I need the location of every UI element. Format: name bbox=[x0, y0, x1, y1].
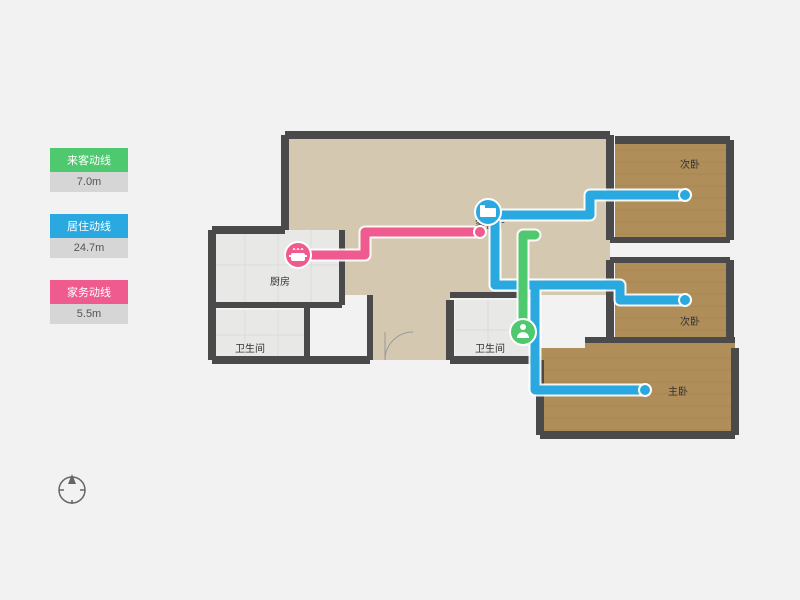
legend-value: 5.5m bbox=[50, 304, 128, 324]
floor-hall bbox=[370, 295, 450, 360]
legend-label: 居住动线 bbox=[50, 214, 128, 238]
pot-icon bbox=[285, 242, 311, 268]
person-icon bbox=[510, 319, 536, 345]
room-label-master: 主卧 bbox=[668, 385, 688, 398]
legend: 来客动线 7.0m 居住动线 24.7m 家务动线 5.5m bbox=[50, 148, 128, 346]
compass-icon bbox=[54, 470, 90, 506]
legend-item-living: 居住动线 24.7m bbox=[50, 214, 128, 258]
floorplan-svg: 次卧 次卧 主卧 客餐厅 厨房 卫生间 卫生间 bbox=[190, 100, 740, 440]
room-label-bath1: 卫生间 bbox=[235, 342, 265, 355]
legend-value: 7.0m bbox=[50, 172, 128, 192]
endpoint-household bbox=[474, 226, 486, 238]
legend-label: 家务动线 bbox=[50, 280, 128, 304]
endpoint-living bbox=[639, 384, 651, 396]
room-label-bath2: 卫生间 bbox=[475, 342, 505, 355]
room-label-bedroom2: 次卧 bbox=[680, 315, 700, 328]
legend-label: 来客动线 bbox=[50, 148, 128, 172]
endpoint-living bbox=[679, 294, 691, 306]
floorplan: 次卧 次卧 主卧 客餐厅 厨房 卫生间 卫生间 bbox=[190, 100, 740, 440]
legend-item-guest: 来客动线 7.0m bbox=[50, 148, 128, 192]
legend-value: 24.7m bbox=[50, 238, 128, 258]
bed-icon bbox=[475, 199, 501, 225]
floor-kitchen bbox=[212, 230, 342, 305]
room-label-kitchen: 厨房 bbox=[270, 275, 290, 288]
legend-item-household: 家务动线 5.5m bbox=[50, 280, 128, 324]
endpoint-living bbox=[679, 189, 691, 201]
room-label-bedroom1: 次卧 bbox=[680, 158, 700, 171]
